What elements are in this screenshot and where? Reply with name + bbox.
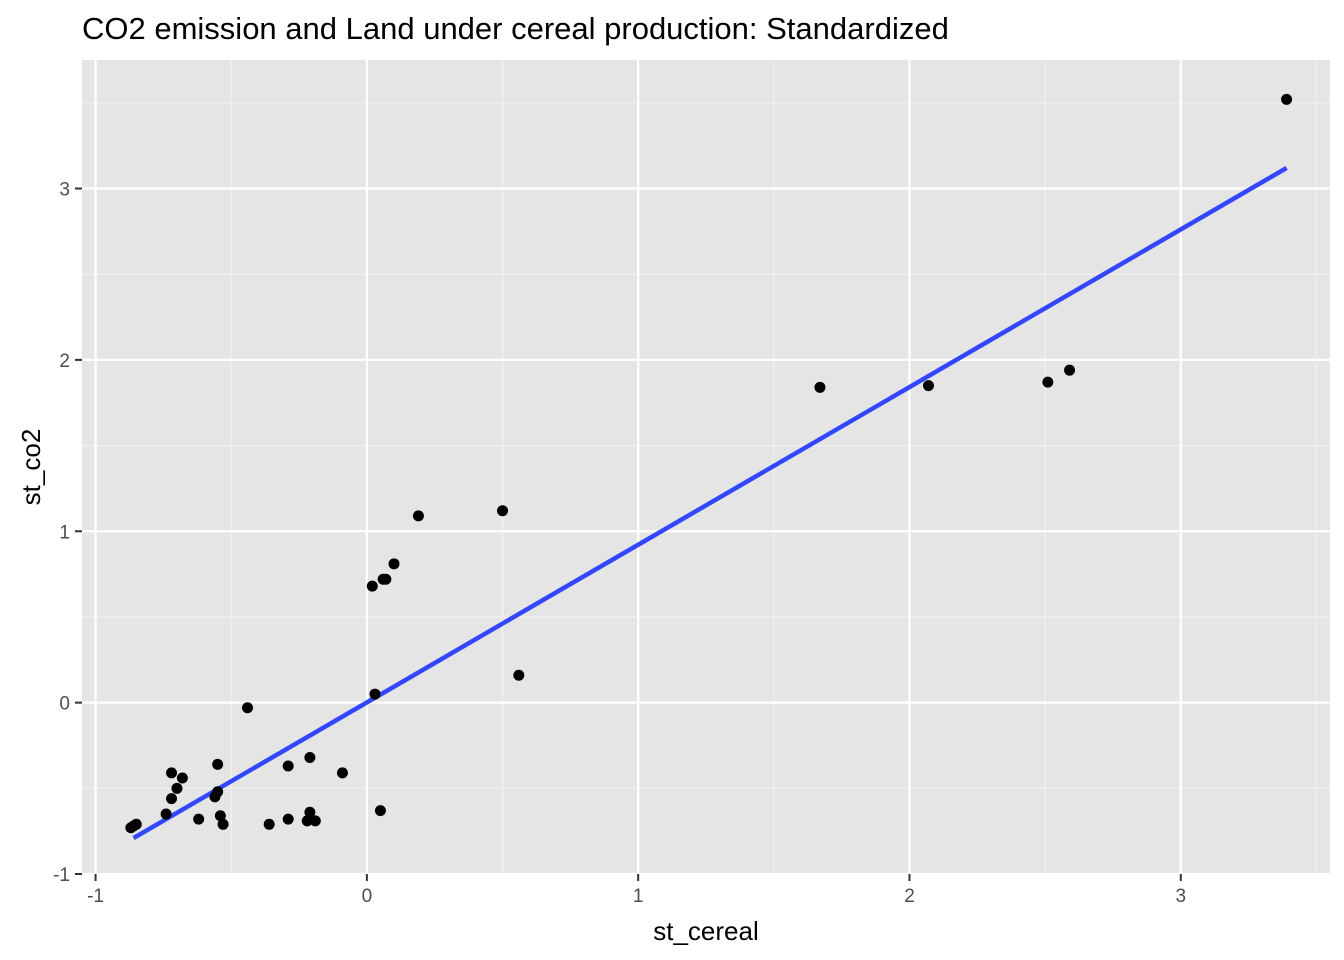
data-point — [171, 782, 183, 794]
chart-title: CO2 emission and Land under cereal produ… — [82, 11, 949, 46]
data-point — [241, 702, 253, 714]
data-point — [166, 767, 178, 779]
data-point — [212, 786, 224, 798]
y-tick-label: 1 — [59, 522, 70, 543]
data-point — [166, 793, 178, 805]
data-point — [217, 818, 229, 830]
data-point — [366, 580, 378, 592]
data-point — [309, 815, 321, 827]
data-point — [160, 808, 172, 820]
y-tick-label: -1 — [53, 865, 70, 886]
regression-line — [132, 166, 1288, 840]
data-point — [282, 813, 294, 825]
data-point — [497, 505, 509, 517]
axes-layer: -1 0 1 2 3 -1 0 1 2 3 — [53, 180, 1186, 907]
x-tick-label: 3 — [1175, 886, 1186, 907]
data-point — [282, 760, 294, 772]
data-point — [814, 381, 826, 393]
x-tick-label: 0 — [362, 886, 373, 907]
data-point — [193, 813, 205, 825]
x-tick-label: 1 — [633, 886, 644, 907]
major-gridlines — [82, 60, 1330, 876]
data-point — [374, 805, 386, 817]
data-point — [304, 806, 316, 818]
y-tick-label: 0 — [59, 694, 70, 715]
data-point — [1064, 364, 1076, 376]
x-tick-label: -1 — [87, 886, 104, 907]
data-point — [301, 815, 313, 827]
x-axis-title: st_cereal — [653, 916, 759, 946]
data-point — [214, 810, 226, 822]
points-layer — [125, 93, 1293, 834]
data-point — [388, 558, 400, 570]
data-point — [263, 818, 275, 830]
data-point — [212, 758, 224, 770]
data-point — [336, 767, 348, 779]
minor-gridlines — [82, 60, 1330, 874]
y-axis-title: st_co2 — [16, 429, 46, 506]
y-tick-label: 3 — [59, 180, 70, 201]
data-point — [304, 751, 316, 763]
data-point — [513, 669, 525, 681]
data-point — [176, 772, 188, 784]
data-point — [922, 380, 934, 392]
data-point — [1042, 376, 1054, 388]
data-point — [1281, 93, 1293, 105]
x-tick-label: 2 — [904, 886, 915, 907]
fit-layer — [132, 166, 1288, 840]
data-point — [412, 510, 424, 522]
data-point — [130, 818, 142, 830]
data-point — [380, 573, 392, 585]
plot-panel — [82, 60, 1330, 874]
data-point — [369, 688, 381, 700]
y-tick-label: 2 — [59, 351, 70, 372]
